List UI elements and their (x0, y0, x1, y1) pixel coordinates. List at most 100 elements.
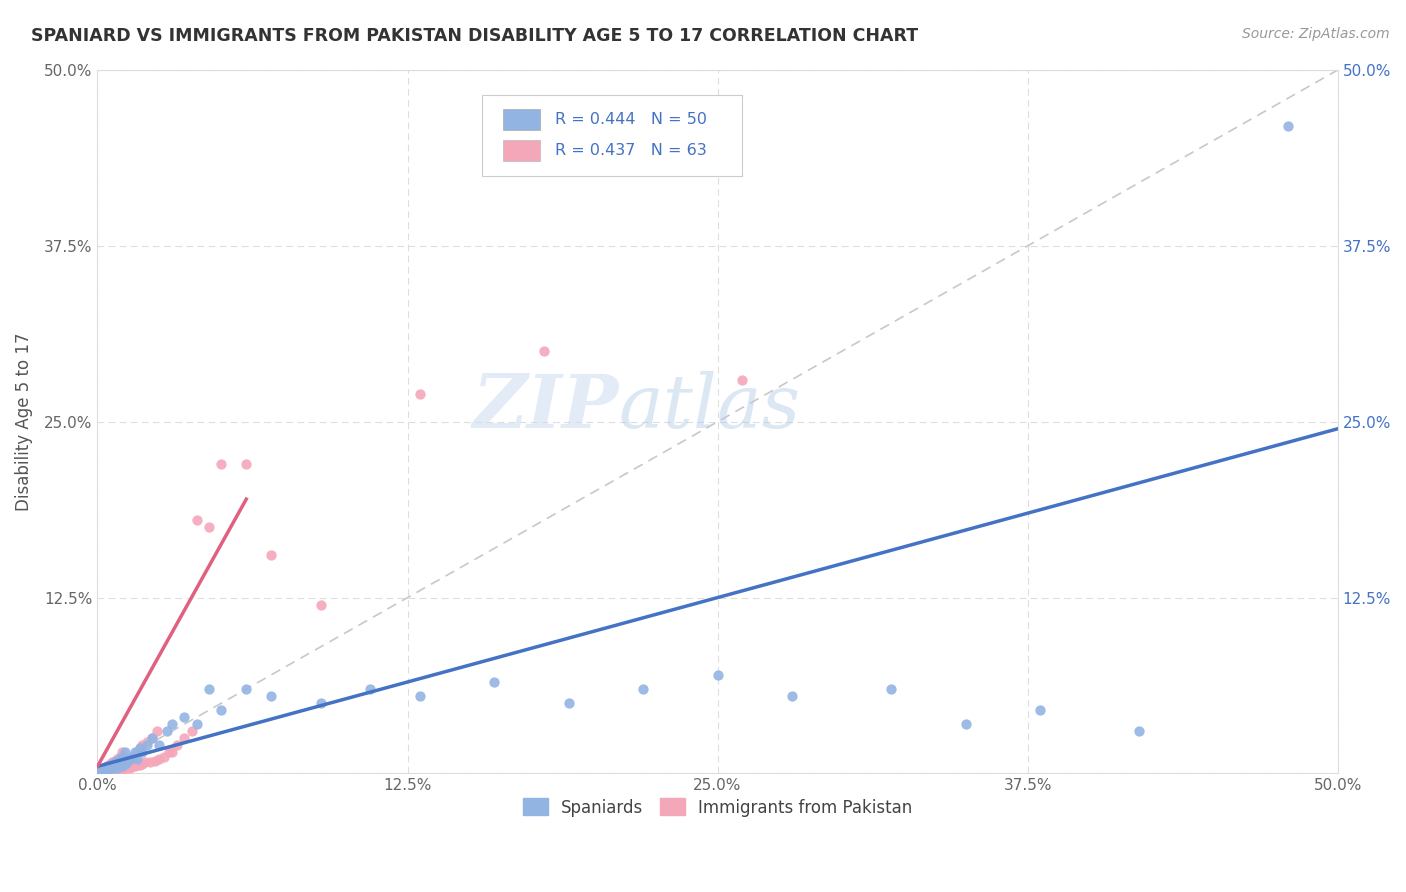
Point (105, 754, 128, 768)
Point (124, 745, 146, 759)
Text: ZIP: ZIP (472, 371, 619, 444)
Point (89, 764, 111, 779)
Point (115, 752, 138, 766)
Point (111, 759, 134, 773)
Legend: Spaniards, Immigrants from Pakistan: Spaniards, Immigrants from Pakistan (515, 790, 921, 825)
Point (558, 696, 581, 710)
Point (118, 752, 141, 766)
Point (121, 749, 143, 764)
Point (141, 731, 163, 746)
Point (121, 749, 143, 764)
Point (309, 696, 332, 710)
Point (101, 755, 124, 769)
Point (118, 761, 141, 775)
Point (127, 745, 149, 759)
Point (706, 668, 728, 682)
Point (1277, 120, 1299, 134)
Point (91, 764, 114, 779)
Point (96, 764, 118, 778)
Point (108, 749, 131, 764)
Point (127, 758, 149, 772)
Point (731, 372, 754, 386)
Point (111, 745, 134, 759)
Point (198, 520, 221, 534)
FancyBboxPatch shape (503, 109, 540, 130)
Point (121, 759, 143, 773)
Point (359, 681, 381, 696)
Point (111, 749, 134, 764)
Point (101, 759, 124, 773)
Point (98, 761, 121, 775)
Point (108, 758, 131, 772)
Point (89, 764, 111, 779)
Point (124, 751, 146, 765)
Point (160, 745, 183, 759)
Point (128, 741, 150, 756)
Point (104, 755, 127, 769)
Point (131, 745, 153, 759)
Point (115, 761, 138, 775)
Point (166, 739, 188, 753)
Point (98, 758, 121, 772)
Point (134, 755, 156, 769)
Point (94, 761, 117, 775)
Text: SPANIARD VS IMMIGRANTS FROM PAKISTAN DISABILITY AGE 5 TO 17 CORRELATION CHART: SPANIARD VS IMMIGRANTS FROM PAKISTAN DIS… (31, 27, 918, 45)
Point (260, 549, 283, 563)
Point (198, 681, 221, 696)
Point (98, 764, 121, 778)
Point (173, 710, 195, 724)
Point (131, 756, 153, 771)
Point (211, 703, 233, 717)
Point (1029, 703, 1052, 717)
Point (104, 754, 127, 768)
Point (101, 761, 124, 775)
Point (111, 756, 134, 771)
Point (186, 717, 208, 731)
Point (138, 755, 160, 769)
Point (101, 764, 124, 778)
Point (309, 598, 332, 612)
Point (146, 724, 169, 739)
Point (143, 754, 166, 768)
Point (104, 764, 127, 778)
Point (114, 755, 136, 769)
Point (156, 724, 179, 739)
Point (127, 752, 149, 766)
Point (105, 764, 128, 778)
Point (484, 675, 506, 690)
Point (780, 689, 803, 703)
Point (631, 681, 654, 696)
Text: Source: ZipAtlas.com: Source: ZipAtlas.com (1241, 27, 1389, 41)
Point (114, 761, 136, 775)
Point (153, 749, 176, 764)
Point (94, 764, 117, 778)
Point (148, 752, 170, 766)
Point (136, 739, 159, 753)
Point (101, 756, 124, 771)
FancyBboxPatch shape (482, 95, 742, 176)
Point (235, 681, 257, 696)
Point (1128, 724, 1150, 739)
Point (108, 762, 131, 776)
Point (180, 724, 202, 739)
Point (409, 689, 432, 703)
Point (128, 758, 150, 772)
Point (94, 764, 117, 778)
Point (141, 731, 163, 746)
Point (124, 759, 146, 773)
Point (409, 386, 432, 401)
Point (98, 762, 121, 776)
Point (148, 739, 170, 753)
Point (173, 731, 195, 746)
Point (105, 761, 128, 775)
Point (160, 717, 183, 731)
Point (235, 457, 257, 471)
Point (105, 759, 128, 773)
Point (211, 457, 233, 471)
Point (98, 756, 121, 771)
Point (260, 689, 283, 703)
Point (91, 764, 114, 778)
Point (114, 756, 136, 771)
Point (105, 752, 128, 766)
Point (108, 752, 131, 766)
